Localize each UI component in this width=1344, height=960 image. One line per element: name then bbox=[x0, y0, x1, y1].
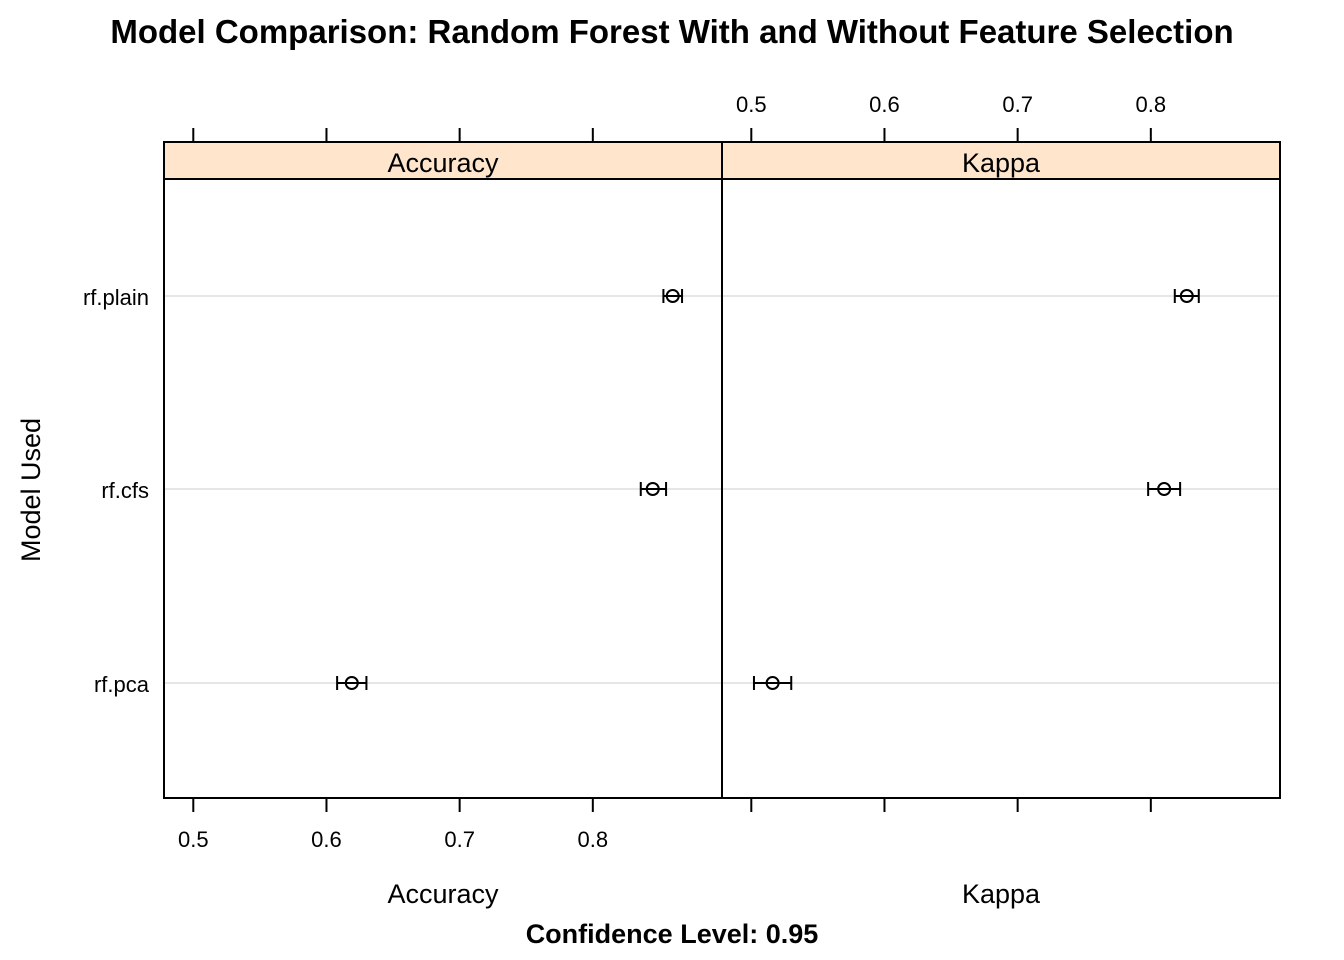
mark-accuracy-rf-plain bbox=[662, 289, 684, 303]
strip-kappa-label: Kappa bbox=[962, 148, 1041, 178]
x-axis-title-kappa: Kappa bbox=[962, 879, 1041, 909]
axis-layer: 0.5 0.6 0.7 0.8 0.5 0.6 0.7 0.8 bbox=[178, 92, 1166, 852]
chart-title: Model Comparison: Random Forest With and… bbox=[110, 13, 1233, 50]
chart-subtitle: Confidence Level: 0.95 bbox=[526, 919, 819, 949]
mark-kappa-rf-pca-point bbox=[765, 676, 780, 690]
tick-label-accuracy-2: 0.7 bbox=[444, 827, 475, 852]
mark-kappa-rf-pca bbox=[752, 676, 793, 690]
strip-kappa: Kappa bbox=[721, 141, 1281, 180]
y-label-rf-pca: rf.pca bbox=[94, 672, 150, 697]
tick-label-kappa-1: 0.6 bbox=[869, 92, 900, 117]
mark-kappa-rf-plain bbox=[1173, 289, 1200, 303]
mark-kappa-rf-plain-point bbox=[1179, 289, 1194, 303]
tick-label-accuracy-1: 0.6 bbox=[311, 827, 342, 852]
y-label-rf-cfs: rf.cfs bbox=[101, 478, 149, 503]
y-category-labels: rf.plain rf.cfs rf.pca bbox=[83, 285, 150, 697]
strip-kappa-bg bbox=[721, 141, 1281, 180]
x-axis-title-accuracy: Accuracy bbox=[387, 879, 499, 909]
panel-kappa-frame bbox=[721, 141, 1281, 799]
mark-kappa-rf-cfs-point bbox=[1157, 482, 1172, 496]
strip-accuracy-bg bbox=[163, 141, 723, 180]
tick-label-kappa-3: 0.8 bbox=[1136, 92, 1167, 117]
mark-accuracy-rf-pca bbox=[336, 676, 368, 690]
strip-accuracy-label: Accuracy bbox=[387, 148, 499, 178]
tick-label-accuracy-3: 0.8 bbox=[578, 827, 609, 852]
mark-kappa-rf-cfs bbox=[1147, 482, 1182, 496]
mark-accuracy-rf-cfs bbox=[639, 482, 668, 496]
y-label-rf-plain: rf.plain bbox=[83, 285, 149, 310]
mark-accuracy-rf-cfs-point bbox=[645, 482, 660, 496]
mark-accuracy-rf-pca-point bbox=[344, 676, 359, 690]
tick-label-accuracy-0: 0.5 bbox=[178, 827, 209, 852]
y-axis-title: Model Used bbox=[16, 418, 46, 562]
panel-accuracy-frame bbox=[163, 141, 723, 799]
mark-accuracy-rf-plain-point bbox=[665, 289, 680, 303]
strip-accuracy: Accuracy bbox=[163, 141, 723, 180]
marks-layer bbox=[336, 289, 1200, 690]
tick-label-kappa-2: 0.7 bbox=[1002, 92, 1033, 117]
tick-label-kappa-0: 0.5 bbox=[736, 92, 767, 117]
